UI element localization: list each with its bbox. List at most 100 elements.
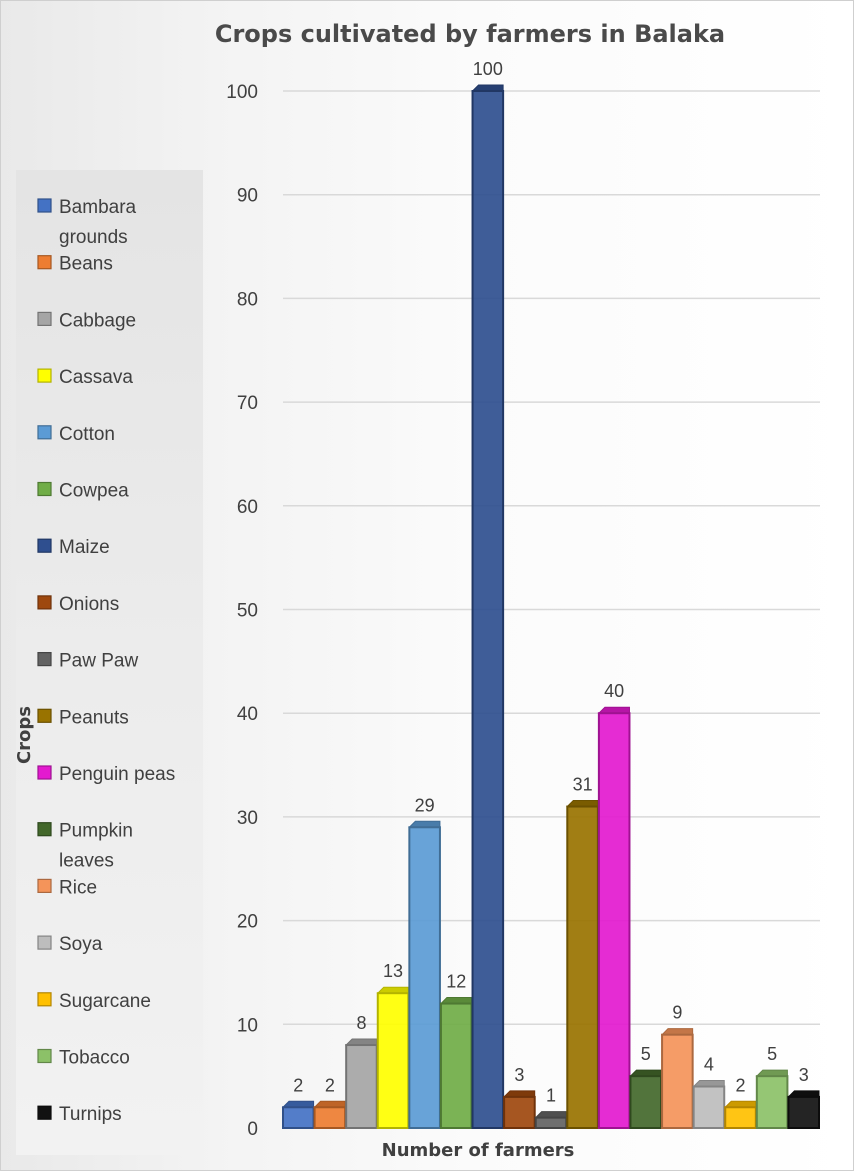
bar bbox=[660, 1028, 694, 1130]
bar bbox=[597, 706, 631, 1129]
bar bbox=[534, 1111, 568, 1130]
legend-swatch bbox=[37, 878, 52, 894]
y-tick-label: 10 bbox=[237, 1015, 258, 1036]
legend-label: Maize bbox=[59, 537, 110, 558]
legend-swatch bbox=[37, 765, 52, 780]
legend-label: leaves bbox=[59, 851, 114, 872]
legend-swatch bbox=[37, 1048, 52, 1064]
bar bbox=[692, 1080, 726, 1130]
legend-item: Rice bbox=[37, 877, 97, 898]
bar-front-face bbox=[597, 712, 631, 1129]
legend-swatch bbox=[37, 708, 52, 723]
data-label: 12 bbox=[446, 972, 466, 992]
data-label: 5 bbox=[767, 1044, 777, 1064]
bar-front-face bbox=[629, 1075, 663, 1130]
bar bbox=[502, 1090, 536, 1130]
legend-item: Cabbage bbox=[37, 310, 136, 331]
legend-label: Pumpkin bbox=[59, 821, 133, 842]
legend-item: Sugarcane bbox=[37, 991, 151, 1012]
legend-item: Tobacco bbox=[37, 1048, 130, 1069]
data-label: 3 bbox=[514, 1065, 524, 1085]
y-tick-label: 70 bbox=[237, 393, 258, 414]
data-label: 2 bbox=[736, 1075, 746, 1095]
legend-item: Cotton bbox=[37, 424, 115, 445]
legend-item: Maize bbox=[37, 537, 110, 558]
legend-label: Tobacco bbox=[59, 1048, 130, 1069]
bar bbox=[629, 1069, 663, 1130]
bar bbox=[313, 1100, 347, 1130]
legend-swatch bbox=[37, 822, 52, 837]
y-axis-title: Crops bbox=[14, 706, 35, 764]
legend-label: Cassava bbox=[59, 367, 133, 388]
x-axis-title: Number of farmers bbox=[382, 1140, 575, 1161]
y-tick-label: 0 bbox=[247, 1119, 258, 1140]
bar bbox=[471, 84, 505, 1129]
y-tick-label: 40 bbox=[237, 704, 258, 725]
data-label: 29 bbox=[415, 795, 435, 815]
bar bbox=[566, 800, 599, 1130]
bar bbox=[408, 820, 441, 1130]
legend-item: Beans bbox=[37, 254, 113, 275]
legend: Bambara grounds Beans Cabbage Cassava Cotton C… bbox=[37, 197, 175, 1125]
bar bbox=[376, 986, 410, 1129]
legend-label: Peanuts bbox=[59, 707, 129, 728]
y-tick-label: 100 bbox=[226, 82, 258, 103]
legend-item: Cassava bbox=[37, 367, 133, 388]
y-tick-label: 80 bbox=[237, 289, 258, 310]
chart-title: Crops cultivated by farmers in Balaka bbox=[215, 20, 725, 48]
y-tick-label: 60 bbox=[237, 497, 258, 518]
bar bbox=[787, 1090, 820, 1130]
legend-item: Soya bbox=[37, 934, 103, 955]
legend-label: Cabbage bbox=[59, 310, 136, 331]
data-label: 5 bbox=[641, 1044, 651, 1064]
legend-label: Sugarcane bbox=[59, 991, 151, 1012]
legend-item: Turnips bbox=[37, 1104, 122, 1125]
bar bbox=[755, 1069, 789, 1130]
bar-front-face bbox=[313, 1106, 347, 1130]
legend-swatch bbox=[37, 595, 52, 610]
legend-label: Penguin peas bbox=[59, 764, 175, 785]
legend-item: Paw Paw bbox=[37, 651, 138, 672]
bar-front-face bbox=[439, 1002, 473, 1129]
legend-swatch bbox=[37, 538, 52, 553]
legend-item: Cowpea bbox=[37, 481, 129, 502]
bar-front-face bbox=[282, 1106, 315, 1130]
data-label: 9 bbox=[672, 1003, 682, 1023]
data-label: 2 bbox=[325, 1075, 335, 1095]
legend-item: Penguin peas bbox=[37, 764, 175, 785]
legend-label: Rice bbox=[59, 877, 97, 898]
bar-front-face bbox=[345, 1044, 378, 1130]
bar bbox=[439, 997, 473, 1129]
legend-swatch bbox=[37, 368, 52, 383]
data-label: 1 bbox=[546, 1086, 556, 1106]
bar-front-face bbox=[755, 1075, 789, 1130]
legend-swatch bbox=[37, 425, 52, 440]
data-label: 3 bbox=[799, 1065, 809, 1085]
legend-swatch bbox=[37, 992, 52, 1007]
y-axis-tick-labels: 0 10 20 30 40 50 60 70 80 90 100 bbox=[226, 82, 258, 1140]
legend-swatch bbox=[37, 311, 52, 326]
bar-front-face bbox=[471, 90, 505, 1129]
bar-front-face bbox=[661, 1033, 694, 1130]
bar-front-face bbox=[566, 805, 599, 1130]
legend-label: Beans bbox=[59, 254, 113, 275]
legend-label: Onions bbox=[59, 594, 119, 615]
legend-label: Cowpea bbox=[59, 481, 129, 502]
data-label: 100 bbox=[473, 59, 503, 79]
data-label: 4 bbox=[704, 1055, 714, 1075]
legend-swatch bbox=[37, 255, 52, 270]
data-label: 31 bbox=[573, 775, 593, 795]
y-tick-label: 30 bbox=[237, 808, 258, 829]
bar-front-face bbox=[376, 992, 410, 1129]
bar-front-face bbox=[503, 1095, 536, 1130]
legend-item: Bambara grounds bbox=[37, 197, 137, 248]
bar bbox=[724, 1100, 757, 1130]
legend-swatch bbox=[37, 651, 52, 667]
bar-front-face bbox=[692, 1085, 726, 1130]
y-tick-label: 90 bbox=[237, 186, 258, 207]
bar bbox=[344, 1038, 378, 1130]
y-tick-label: 20 bbox=[237, 912, 258, 933]
bar-front-face bbox=[787, 1095, 820, 1130]
